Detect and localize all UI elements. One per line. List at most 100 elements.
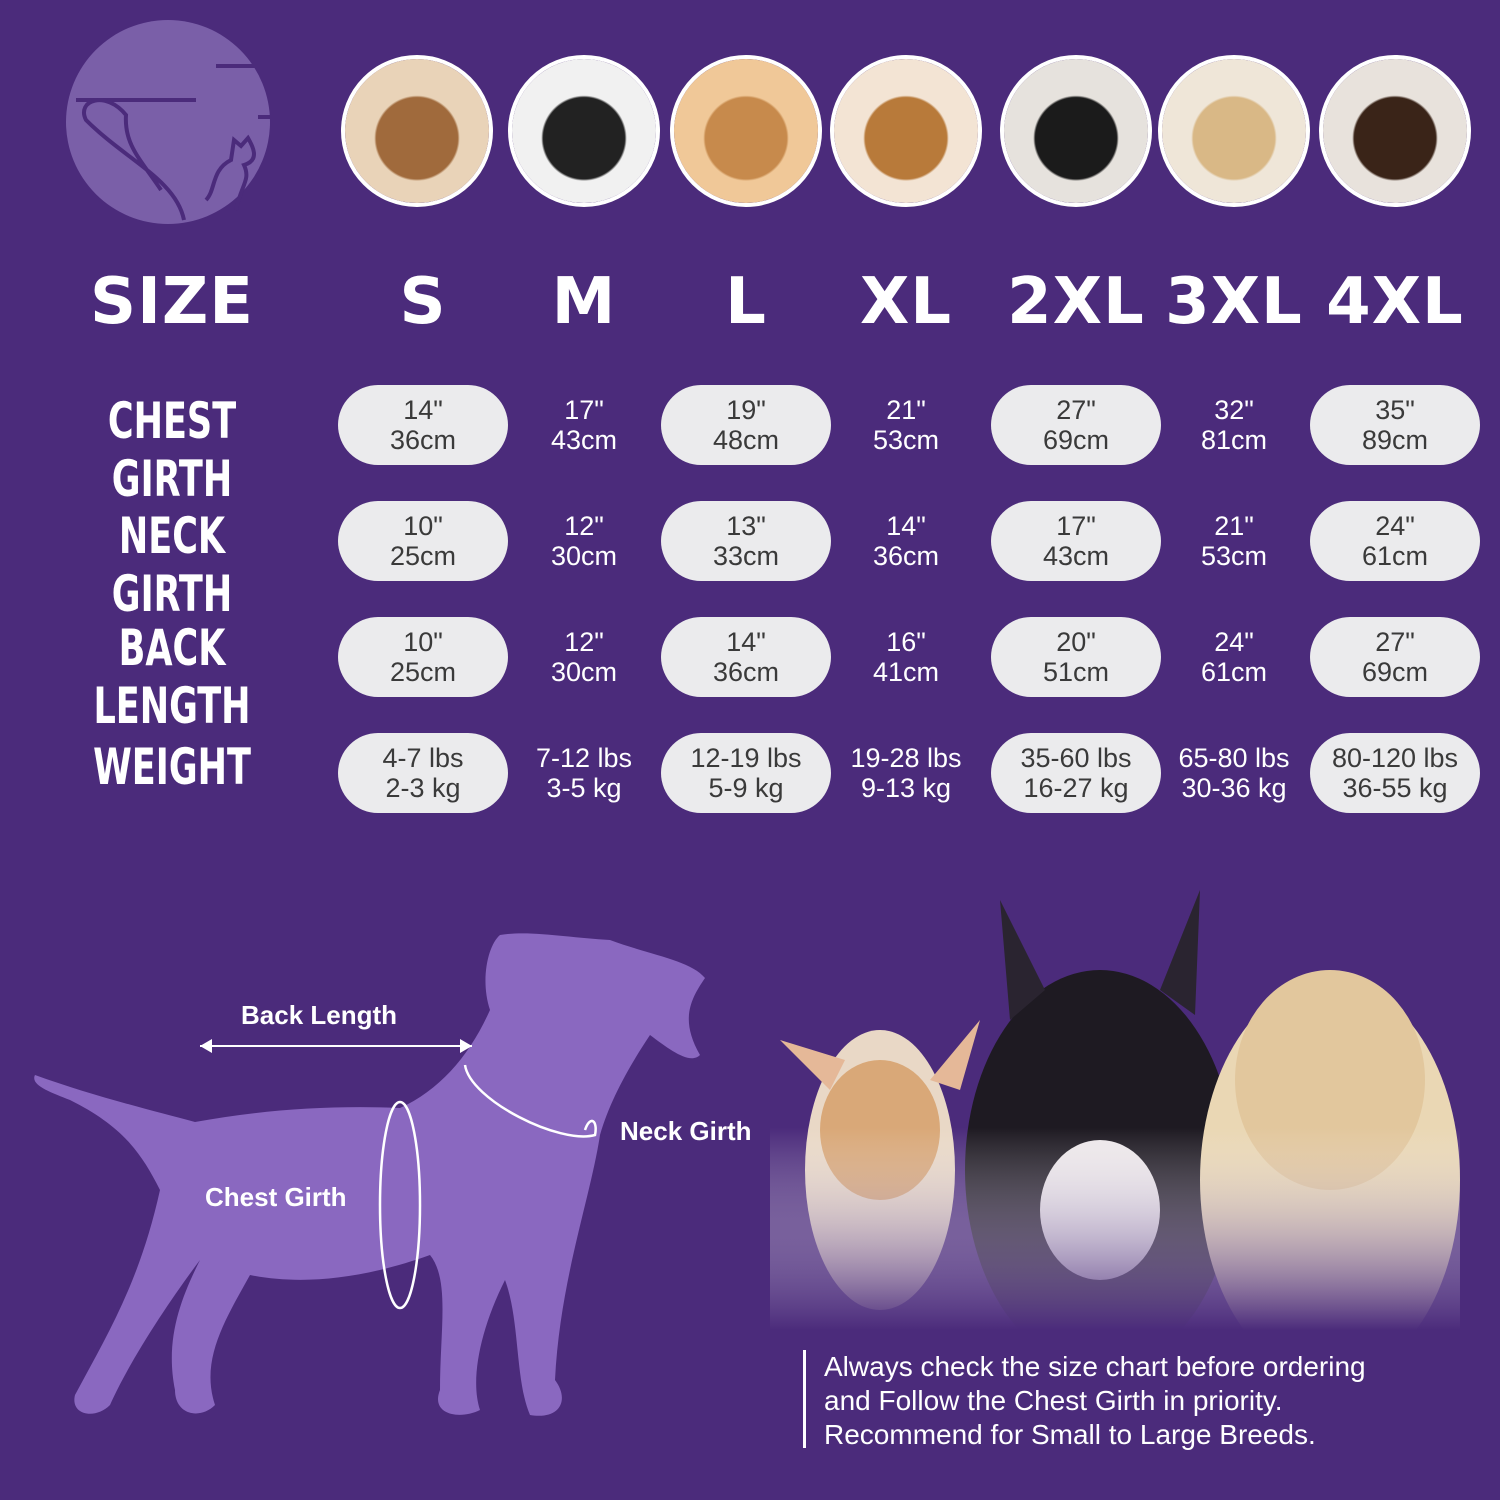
row-label: CHEST GIRTH bbox=[107, 392, 237, 508]
size-cell: 35-60 lbs 16-27 kg bbox=[991, 733, 1161, 813]
note-line: Always check the size chart before order… bbox=[824, 1351, 1366, 1382]
size-cell: 10" 25cm bbox=[338, 501, 508, 581]
cell-line-1: 17" bbox=[564, 395, 604, 425]
back-length-label: Back Length bbox=[241, 1000, 398, 1030]
size-header-label: SIZE bbox=[89, 265, 255, 339]
cell-line-1: 10" bbox=[403, 511, 443, 541]
cell-line-2: 69cm bbox=[1042, 425, 1110, 455]
cell-line-1: 32" bbox=[1214, 395, 1254, 425]
size-cell: 21" 53cm bbox=[821, 385, 991, 465]
cell-line-2: 16-27 kg bbox=[1023, 773, 1129, 803]
size-cell: 14" 36cm bbox=[338, 385, 508, 465]
photo-doberman bbox=[1319, 55, 1471, 207]
size-cell: 13" 33cm bbox=[661, 501, 831, 581]
dogs-group-photo bbox=[770, 880, 1460, 1330]
size-cell: 16" 41cm bbox=[821, 617, 991, 697]
dog-measurement-diagram bbox=[34, 933, 706, 1416]
size-cell: 12" 30cm bbox=[499, 617, 669, 697]
size-header-s: S bbox=[399, 265, 447, 339]
cell-line-1: 16" bbox=[886, 627, 926, 657]
cell-line-2: 69cm bbox=[1361, 657, 1429, 687]
cell-line-1: 80-120 lbs bbox=[1331, 743, 1459, 773]
cell-line-1: 14" bbox=[886, 511, 926, 541]
cell-line-2: 81cm bbox=[1200, 425, 1268, 455]
size-header-3xl: 3XL bbox=[1165, 265, 1303, 339]
cell-line-2: 53cm bbox=[872, 425, 940, 455]
cell-line-1: 4-7 lbs bbox=[382, 743, 464, 773]
size-cell: 17" 43cm bbox=[499, 385, 669, 465]
cell-line-2: 33cm bbox=[712, 541, 780, 571]
cell-line-1: 21" bbox=[1214, 511, 1254, 541]
cell-line-1: 14" bbox=[403, 395, 443, 425]
size-cell: 32" 81cm bbox=[1149, 385, 1319, 465]
size-cell: 19-28 lbs 9-13 kg bbox=[821, 733, 991, 813]
cell-line-1: 10" bbox=[403, 627, 443, 657]
size-header-m: M bbox=[551, 265, 617, 339]
cell-line-1: 17" bbox=[1056, 511, 1096, 541]
cell-line-2: 30cm bbox=[550, 657, 618, 687]
cell-line-2: 3-5 kg bbox=[546, 773, 622, 803]
size-cell: 24" 61cm bbox=[1149, 617, 1319, 697]
row-label: NECK GIRTH bbox=[111, 507, 233, 623]
cell-line-1: 19-28 lbs bbox=[850, 743, 962, 773]
cell-line-1: 24" bbox=[1375, 511, 1415, 541]
size-cell: 14" 36cm bbox=[661, 617, 831, 697]
photo-border-collie bbox=[1000, 55, 1152, 207]
size-cell: 20" 51cm bbox=[991, 617, 1161, 697]
size-cell: 4-7 lbs 2-3 kg bbox=[338, 733, 508, 813]
size-header-2xl: 2XL bbox=[1007, 265, 1145, 339]
photo-cocker-spaniel bbox=[670, 55, 822, 207]
cell-line-2: 61cm bbox=[1361, 541, 1429, 571]
size-cell: 65-80 lbs 30-36 kg bbox=[1149, 733, 1319, 813]
cell-line-2: 9-13 kg bbox=[860, 773, 952, 803]
size-header-4xl: 4XL bbox=[1326, 265, 1464, 339]
cell-line-1: 12-19 lbs bbox=[690, 743, 802, 773]
cell-line-2: 43cm bbox=[550, 425, 618, 455]
cell-line-1: 12" bbox=[564, 511, 604, 541]
dog-silhouette bbox=[34, 933, 706, 1416]
size-cell: 27" 69cm bbox=[991, 385, 1161, 465]
cell-line-2: 89cm bbox=[1361, 425, 1429, 455]
cell-line-1: 21" bbox=[886, 395, 926, 425]
size-cell: 35" 89cm bbox=[1310, 385, 1480, 465]
cell-line-1: 19" bbox=[726, 395, 766, 425]
size-cell: 10" 25cm bbox=[338, 617, 508, 697]
cell-line-2: 41cm bbox=[872, 657, 940, 687]
size-cell: 19" 48cm bbox=[661, 385, 831, 465]
cell-line-1: 35-60 lbs bbox=[1020, 743, 1132, 773]
cell-line-1: 13" bbox=[726, 511, 766, 541]
row-label: BACK LENGTH bbox=[93, 619, 251, 735]
cell-line-1: 20" bbox=[1056, 627, 1096, 657]
cell-line-2: 30-36 kg bbox=[1181, 773, 1287, 803]
size-cell: 12" 30cm bbox=[499, 501, 669, 581]
cell-line-2: 51cm bbox=[1042, 657, 1110, 687]
size-header-xl: XL bbox=[859, 265, 953, 339]
dog-cat-logo bbox=[66, 20, 270, 224]
photo-boston-terrier bbox=[508, 55, 660, 207]
size-cell: 17" 43cm bbox=[991, 501, 1161, 581]
size-cell: 80-120 lbs 36-55 kg bbox=[1310, 733, 1480, 813]
cell-line-1: 7-12 lbs bbox=[535, 743, 633, 773]
cell-line-2: 25cm bbox=[389, 657, 457, 687]
note-line: and Follow the Chest Girth in priority. bbox=[824, 1385, 1283, 1416]
cell-line-1: 27" bbox=[1056, 395, 1096, 425]
cell-line-1: 35" bbox=[1375, 395, 1415, 425]
cell-line-2: 36cm bbox=[872, 541, 940, 571]
photo-shih-tzu bbox=[341, 55, 493, 207]
cell-line-2: 36-55 kg bbox=[1342, 773, 1448, 803]
row-label: WEIGHT bbox=[93, 738, 251, 796]
cell-line-2: 48cm bbox=[712, 425, 780, 455]
note-line: Recommend for Small to Large Breeds. bbox=[824, 1419, 1316, 1450]
cell-line-2: 30cm bbox=[550, 541, 618, 571]
size-cell: 14" 36cm bbox=[821, 501, 991, 581]
size-note: Always check the size chart before order… bbox=[803, 1350, 1366, 1450]
cell-line-1: 12" bbox=[564, 627, 604, 657]
cell-line-2: 36cm bbox=[389, 425, 457, 455]
cell-line-2: 36cm bbox=[712, 657, 780, 687]
cell-line-2: 25cm bbox=[389, 541, 457, 571]
size-cell: 7-12 lbs 3-5 kg bbox=[499, 733, 669, 813]
cell-line-2: 5-9 kg bbox=[708, 773, 784, 803]
cell-line-2: 43cm bbox=[1042, 541, 1110, 571]
cell-line-2: 2-3 kg bbox=[385, 773, 461, 803]
cell-line-1: 27" bbox=[1375, 627, 1415, 657]
